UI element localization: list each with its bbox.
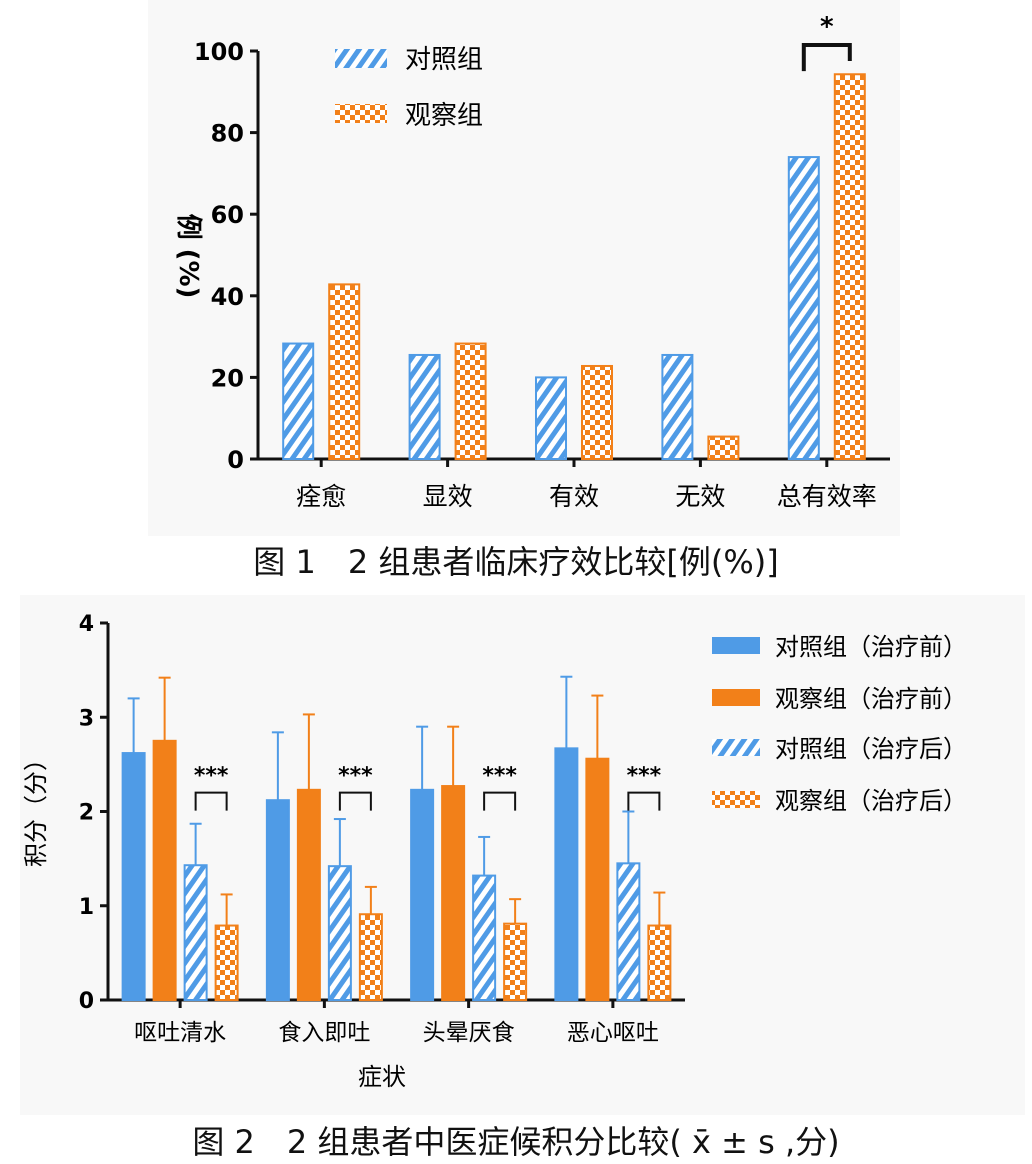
significance-label: ***	[338, 764, 373, 789]
y-tick-label: 100	[194, 38, 244, 66]
y-tick-label: 1	[79, 895, 94, 920]
bar-control	[535, 376, 567, 460]
bar-control	[661, 353, 694, 460]
bar-observe	[833, 73, 866, 460]
y-tick-label: 20	[211, 364, 244, 392]
bar-series-3	[503, 922, 528, 1001]
x-tick-label: 呕吐清水	[134, 1020, 226, 1046]
x-tick-label: 总有效率	[777, 482, 877, 511]
bar-series-2	[472, 874, 497, 1001]
y-tick-label: 2	[79, 801, 94, 826]
significance-label: ***	[627, 764, 662, 789]
bar-series-3	[358, 913, 383, 1002]
y-tick-label: 0	[79, 989, 94, 1014]
figure2-legend: 对照组（治疗前） 观察组（治疗前） 对照组（治疗后） 观察组（治疗后）	[712, 633, 967, 815]
bar-observe	[581, 364, 613, 461]
x-tick-label: 有效	[549, 482, 599, 511]
y-tick-label: 40	[211, 283, 244, 311]
figure2-chart: 0 1 2 3 4 呕吐清水 食入即吐 头晕厌食 恶心呕吐 *** *** *** *** 对照组（…	[20, 595, 1025, 1115]
legend-swatch-observe-after	[712, 791, 760, 808]
legend-swatch-control-after	[712, 739, 760, 756]
figure1-chart: 0 20 40 60 80 100 痊愈 显效 有效 无效 总有效率 * 对照组 观察组 例 (%…	[148, 0, 900, 536]
bar-observe	[707, 435, 740, 460]
bar-control	[282, 342, 315, 461]
figure2-caption: 图 2 2 组患者中医症候积分比较( x̄ ± s ,分)	[192, 1123, 840, 1161]
bar-observe	[454, 342, 487, 461]
bar-series-3	[214, 924, 239, 1002]
bar-series-2	[327, 865, 352, 1002]
legend-label-control-before: 对照组（治疗前）	[775, 633, 967, 661]
legend-swatch-observe	[335, 104, 387, 123]
bar-series-1	[585, 757, 610, 1001]
significance-bracket	[338, 791, 372, 811]
legend-label-control-after: 对照组（治疗后）	[775, 735, 967, 763]
significance-label: *	[820, 12, 834, 42]
legend-label-control: 对照组	[405, 45, 483, 75]
x-tick-label: 痊愈	[296, 482, 346, 511]
legend-swatch-control	[335, 49, 387, 68]
x-tick-label: 食入即吐	[278, 1020, 370, 1046]
y-tick-label: 3	[79, 706, 94, 731]
figure2-ylabel: 积分（分）	[22, 747, 50, 867]
bar-series-2	[183, 864, 208, 1001]
bar-control	[408, 353, 441, 460]
x-tick-label: 恶心呕吐	[567, 1020, 659, 1046]
x-tick-label: 显效	[423, 482, 473, 511]
bar-series-0	[265, 799, 290, 1001]
legend-label-observe: 观察组	[405, 101, 483, 131]
significance-label: ***	[194, 764, 229, 789]
legend-label-observe-after: 观察组（治疗后）	[775, 787, 967, 815]
legend-swatch-observe-before	[712, 689, 760, 706]
y-tick-label: 0	[227, 446, 244, 474]
figure1-legend: 对照组 观察组	[335, 45, 483, 131]
significance-bracket	[627, 791, 661, 811]
figure1-ylabel: 例 (%)	[173, 214, 203, 299]
figure1-caption: 图 1 2 组患者临床疗效比较[例(%)]	[253, 543, 779, 581]
x-tick-label: 头晕厌食	[423, 1020, 515, 1046]
legend-swatch-control-before	[712, 637, 760, 654]
y-tick-label: 4	[79, 612, 94, 637]
bar-series-3	[647, 924, 672, 1002]
legend-label-observe-before: 观察组（治疗前）	[775, 685, 967, 713]
bar-control	[787, 156, 820, 461]
bar-series-0	[554, 747, 579, 1001]
significance-bracket	[801, 43, 852, 72]
bar-observe	[328, 283, 361, 460]
significance-bracket	[483, 791, 517, 811]
significance-label: ***	[482, 764, 517, 789]
x-tick-label: 无效	[675, 482, 725, 511]
bar-series-2	[616, 862, 641, 1001]
bar-series-0	[121, 752, 146, 1001]
bar-series-0	[410, 788, 435, 1001]
significance-bracket	[194, 791, 228, 811]
bar-series-1	[441, 785, 466, 1001]
bar-series-1	[152, 739, 177, 1001]
y-tick-label: 80	[211, 120, 244, 148]
bar-series-1	[296, 788, 321, 1001]
figure2-xlabel: 症状	[358, 1063, 406, 1091]
y-tick-label: 60	[211, 201, 244, 229]
